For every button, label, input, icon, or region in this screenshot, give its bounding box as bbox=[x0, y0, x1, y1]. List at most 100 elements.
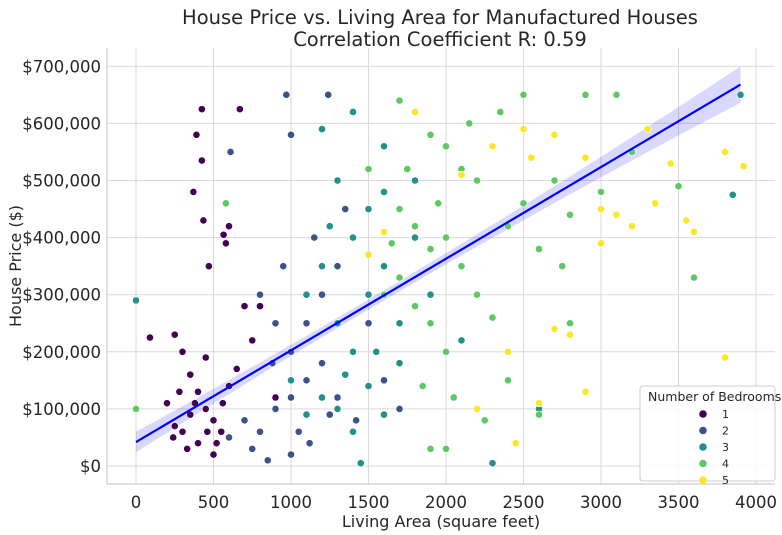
x-tick-label: 2500 bbox=[503, 493, 545, 512]
confidence-interval bbox=[136, 66, 741, 453]
data-point-bedrooms-2 bbox=[282, 90, 291, 99]
data-point-bedrooms-4 bbox=[535, 245, 543, 253]
data-point-bedrooms-2 bbox=[294, 427, 303, 436]
data-point-bedrooms-4 bbox=[442, 142, 450, 151]
ticks: 0 500 1000 1500 2000 2500 3000 3500 4000 $0 $100,0… bbox=[22, 57, 777, 512]
data-point-bedrooms-1 bbox=[178, 347, 187, 356]
data-point-bedrooms-5 bbox=[364, 250, 373, 259]
data-point-bedrooms-4 bbox=[434, 199, 443, 208]
data-point-bedrooms-5 bbox=[380, 227, 388, 236]
chart-title: House Price vs. Living Area for Manufact… bbox=[182, 6, 698, 29]
data-point-bedrooms-1 bbox=[218, 399, 227, 408]
data-point-bedrooms-4 bbox=[221, 199, 230, 208]
data-point-bedrooms-5 bbox=[682, 216, 691, 225]
data-point-bedrooms-5 bbox=[739, 162, 748, 171]
data-point-bedrooms-3 bbox=[302, 290, 311, 299]
data-point-bedrooms-3 bbox=[380, 262, 388, 271]
y-axis-label: House Price ($) bbox=[6, 205, 25, 327]
data-point-bedrooms-4 bbox=[449, 393, 458, 402]
legend-label-4: 4 bbox=[722, 458, 729, 471]
data-point-bedrooms-2 bbox=[341, 205, 350, 213]
data-point-bedrooms-3 bbox=[356, 459, 365, 468]
legend-label-2: 2 bbox=[722, 425, 729, 438]
legend-label-3: 3 bbox=[722, 441, 729, 454]
y-tick-label: $400,000 bbox=[22, 229, 101, 248]
data-point-bedrooms-3 bbox=[287, 376, 295, 385]
data-point-bedrooms-4 bbox=[442, 233, 450, 242]
data-point-bedrooms-1 bbox=[194, 439, 202, 448]
data-point-bedrooms-5 bbox=[612, 210, 621, 219]
data-point-bedrooms-1 bbox=[175, 387, 184, 396]
data-point-bedrooms-4 bbox=[426, 130, 435, 139]
data-point-bedrooms-1 bbox=[186, 370, 195, 379]
data-point-bedrooms-2 bbox=[302, 376, 311, 385]
data-point-bedrooms-5 bbox=[581, 387, 590, 396]
data-point-bedrooms-1 bbox=[163, 399, 171, 408]
y-tick-label: $700,000 bbox=[22, 57, 101, 76]
data-point-bedrooms-3 bbox=[349, 347, 357, 356]
data-point-bedrooms-5 bbox=[651, 199, 660, 208]
y-tick-label: $100,000 bbox=[22, 400, 101, 419]
data-point-bedrooms-2 bbox=[364, 319, 373, 328]
data-point-bedrooms-2 bbox=[240, 416, 249, 425]
data-point-bedrooms-5 bbox=[721, 353, 729, 362]
regression-line bbox=[135, 83, 742, 443]
data-point-bedrooms-5 bbox=[597, 239, 605, 248]
data-point-bedrooms-2 bbox=[226, 148, 235, 156]
data-point-bedrooms-5 bbox=[550, 130, 559, 139]
data-point-bedrooms-4 bbox=[550, 176, 559, 185]
data-point-bedrooms-5 bbox=[519, 125, 528, 134]
data-point-bedrooms-3 bbox=[372, 347, 381, 356]
data-point-bedrooms-3 bbox=[426, 290, 435, 299]
y-tick-label: $300,000 bbox=[22, 286, 101, 305]
data-point-bedrooms-1 bbox=[201, 353, 210, 362]
data-point-bedrooms-1 bbox=[199, 216, 208, 225]
points bbox=[132, 90, 748, 468]
y-tick-label: $0 bbox=[80, 457, 101, 476]
data-point-bedrooms-5 bbox=[511, 439, 520, 448]
data-point-bedrooms-2 bbox=[380, 376, 388, 385]
data-point-bedrooms-2 bbox=[305, 439, 314, 448]
data-point-bedrooms-4 bbox=[395, 96, 404, 105]
x-tick-label: 3000 bbox=[580, 493, 622, 512]
x-tick-label: 4000 bbox=[735, 493, 777, 512]
data-point-bedrooms-3 bbox=[318, 125, 326, 134]
data-point-bedrooms-3 bbox=[318, 262, 326, 271]
data-point-bedrooms-1 bbox=[201, 404, 210, 413]
data-point-bedrooms-4 bbox=[566, 210, 574, 219]
data-point-bedrooms-1 bbox=[232, 365, 241, 373]
data-point-bedrooms-4 bbox=[597, 188, 605, 196]
data-point-bedrooms-3 bbox=[395, 319, 404, 328]
data-point-bedrooms-1 bbox=[217, 427, 226, 436]
y-tick-label: $500,000 bbox=[22, 172, 101, 191]
data-point-bedrooms-4 bbox=[674, 182, 683, 191]
data-point-bedrooms-4 bbox=[519, 90, 528, 99]
x-tick-label: 1500 bbox=[348, 493, 390, 512]
data-point-bedrooms-1 bbox=[170, 330, 179, 339]
data-point-bedrooms-5 bbox=[581, 153, 590, 162]
data-point-bedrooms-2 bbox=[279, 262, 288, 271]
data-point-bedrooms-2 bbox=[352, 416, 360, 425]
data-point-bedrooms-2 bbox=[395, 404, 404, 413]
x-tick-label: 1000 bbox=[270, 493, 312, 512]
legend-marker-3 bbox=[699, 443, 707, 451]
legend-marker-2 bbox=[699, 426, 707, 435]
data-point-bedrooms-3 bbox=[341, 370, 350, 379]
data-point-bedrooms-5 bbox=[457, 170, 466, 179]
x-axis-label: Living Area (square feet) bbox=[342, 512, 540, 531]
chart-subtitle: Correlation Coefficient R: 0.59 bbox=[293, 28, 587, 51]
x-tick-label: 3500 bbox=[658, 493, 700, 512]
data-point-bedrooms-3 bbox=[364, 290, 373, 299]
data-point-bedrooms-4 bbox=[442, 444, 450, 453]
data-point-bedrooms-2 bbox=[225, 433, 233, 442]
data-point-bedrooms-2 bbox=[263, 456, 272, 465]
data-point-bedrooms-1 bbox=[240, 302, 249, 311]
data-point-bedrooms-3 bbox=[364, 205, 373, 213]
data-point-bedrooms-4 bbox=[473, 290, 481, 299]
x-tick-label: 2000 bbox=[425, 493, 467, 512]
data-point-bedrooms-2 bbox=[325, 410, 334, 419]
data-point-bedrooms-4 bbox=[504, 376, 512, 385]
data-point-bedrooms-2 bbox=[318, 290, 326, 299]
data-point-bedrooms-1 bbox=[212, 439, 221, 448]
